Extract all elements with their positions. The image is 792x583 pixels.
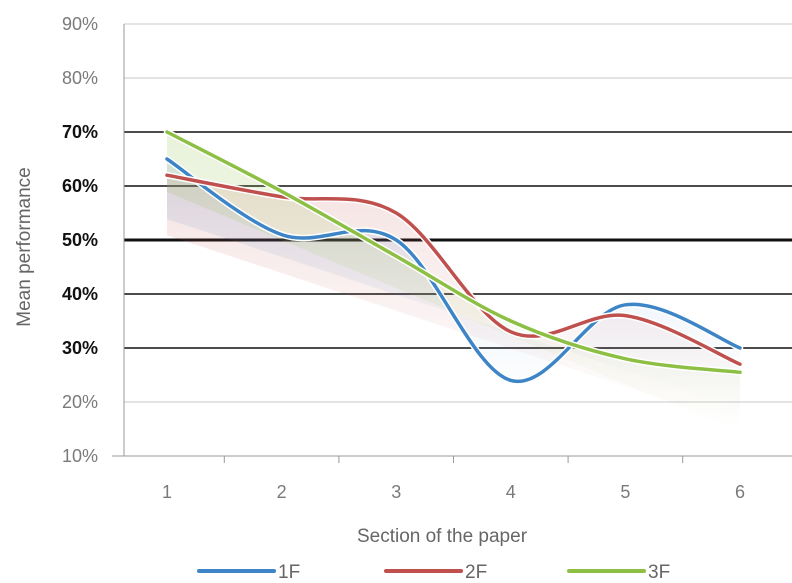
y-tick-label: 60% [62, 176, 98, 196]
series-line-1F [165, 157, 742, 384]
series-line-3F [165, 130, 742, 375]
x-tick-label: 5 [620, 482, 630, 502]
legend-label-3F: 3F [648, 562, 670, 583]
x-tick-label: 6 [735, 482, 745, 502]
y-tick-label: 40% [62, 284, 98, 304]
legend-label-2F: 2F [465, 562, 487, 583]
y-tick-label: 20% [62, 392, 98, 412]
x-tick-label: 2 [277, 482, 287, 502]
x-tick-label: 4 [506, 482, 516, 502]
legend-label-1F: 1F [278, 562, 300, 583]
series-line-2F [165, 173, 742, 366]
y-tick-label: 30% [62, 338, 98, 358]
legend: 1F 2F 3F [197, 562, 670, 583]
x-tick-label: 3 [391, 482, 401, 502]
y-tick-label: 10% [62, 446, 98, 466]
y-tick-label: 90% [62, 14, 98, 34]
y-axis-title: Mean performance [14, 167, 35, 326]
x-axis-title: Section of the paper [357, 526, 528, 547]
y-tick-label: 80% [62, 68, 98, 88]
y-tick-label: 70% [62, 122, 98, 142]
y-tick-label: 50% [62, 230, 98, 250]
series-lines [163, 128, 744, 385]
series-fill-3F [167, 132, 740, 433]
x-tick-label: 1 [162, 482, 172, 502]
axes: 10% 20% 30% 40% 50% 60% 70% 80% 90% 1 2 3 4 5 6 [62, 14, 792, 502]
